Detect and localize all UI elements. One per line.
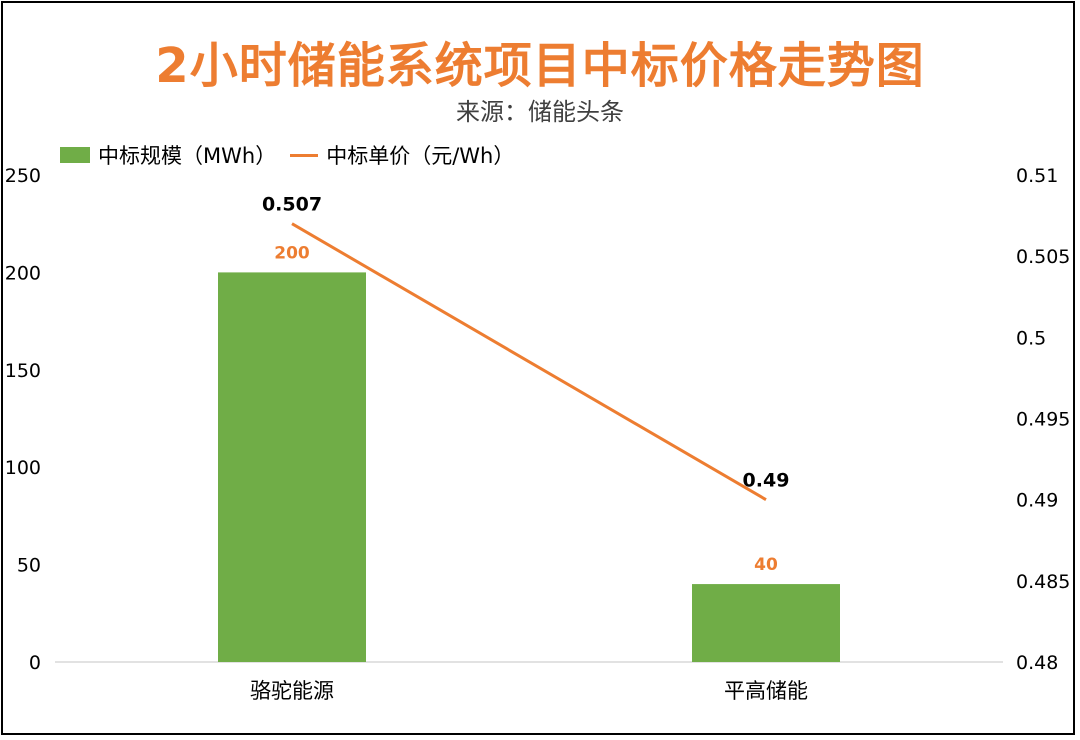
chart-subtitle: 来源：储能头条 [456,98,624,126]
legend-item-bar: 中标规模（MWh） [60,140,276,170]
bar-label-1: 200 [274,243,310,263]
right-axis-tick: 0.495 [1016,409,1070,431]
legend-bar-label: 中标规模（MWh） [98,144,277,168]
right-axis-tick: 0.5 [1016,327,1046,349]
bar-1 [218,272,366,662]
legend-bar-swatch [60,147,90,163]
right-axis-tick: 0.48 [1016,652,1058,674]
left-axis-tick: 0 [29,652,41,674]
right-axis-tick: 0.485 [1016,571,1070,593]
bar-2 [692,584,840,662]
line-label-1: 0.507 [262,194,322,216]
category-label-2: 平高储能 [724,679,808,703]
left-axis-tick: 250 [5,165,41,187]
chart-legend: 中标规模（MWh） 中标单价（元/Wh） [60,140,528,170]
line-label-2: 0.49 [743,470,790,492]
left-axis-tick: 200 [5,262,41,284]
right-axis-tick: 0.49 [1016,490,1058,512]
left-axis-tick: 50 [17,555,41,577]
left-axis-tick: 100 [5,457,41,479]
right-axis-tick: 0.505 [1016,246,1070,268]
legend-item-line: 中标单价（元/Wh） [290,140,514,170]
chart-title: 2小时储能系统项目中标价格走势图 [155,38,925,94]
legend-line-label: 中标单价（元/Wh） [326,144,515,168]
right-axis-tick: 0.51 [1016,165,1058,187]
legend-line-swatch [290,153,319,157]
category-label-1: 骆驼能源 [250,679,334,703]
left-axis-tick: 150 [5,360,41,382]
bar-label-2: 40 [754,555,778,575]
price-line [291,222,767,501]
